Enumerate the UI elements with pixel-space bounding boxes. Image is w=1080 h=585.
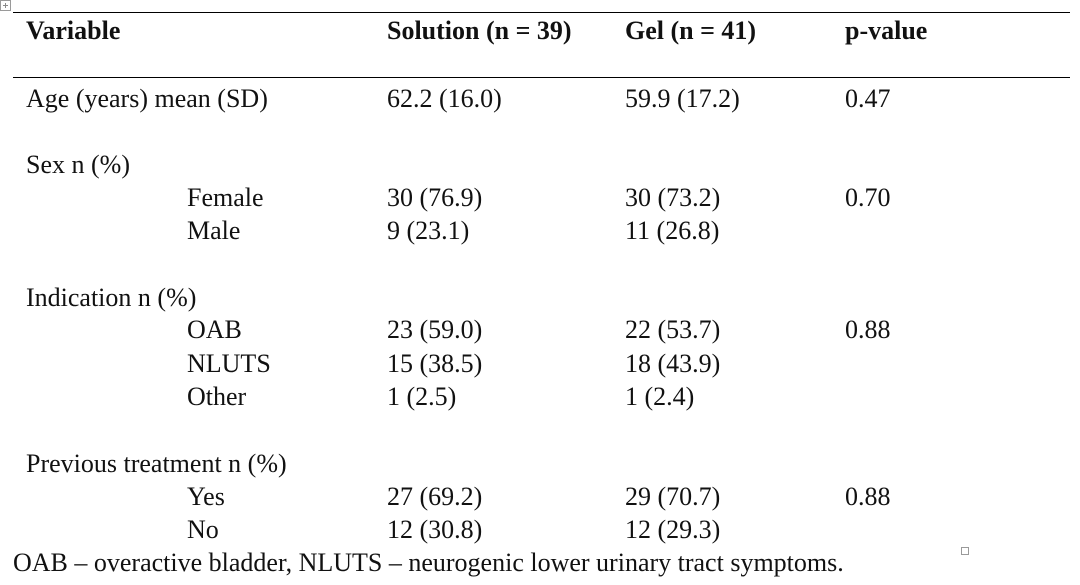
table-resize-handle-icon[interactable]	[961, 547, 969, 555]
sex-pvalue: 0.70	[845, 183, 891, 212]
sex-label: Sex n (%)	[26, 150, 130, 179]
header-solution: Solution (n = 39)	[387, 16, 572, 45]
previous-treatment-label: Previous treatment n (%)	[26, 449, 287, 478]
indication-nluts-label: NLUTS	[187, 349, 271, 378]
header-gel: Gel (n = 41)	[625, 16, 757, 45]
indication-other-solution: 1 (2.5)	[387, 382, 457, 411]
table-header-rule	[13, 77, 1070, 78]
table-top-rule	[13, 12, 1070, 13]
previous-treatment-yes-gel: 29 (70.7)	[625, 482, 721, 511]
sex-female-solution: 30 (76.9)	[387, 183, 483, 212]
indication-other-label: Other	[187, 382, 247, 411]
indication-oab-solution: 23 (59.0)	[387, 315, 483, 344]
previous-treatment-no-gel: 12 (29.3)	[625, 515, 721, 544]
sex-female-gel: 30 (73.2)	[625, 183, 721, 212]
indication-nluts-solution: 15 (38.5)	[387, 349, 483, 378]
indication-other-gel: 1 (2.4)	[625, 382, 695, 411]
age-gel: 59.9 (17.2)	[625, 84, 740, 113]
header-pvalue: p-value	[845, 16, 928, 45]
header-variable: Variable	[26, 16, 121, 45]
indication-label: Indication n (%)	[26, 283, 197, 312]
table-footnote: OAB – overactive bladder, NLUTS – neurog…	[13, 548, 844, 577]
age-label: Age (years) mean (SD)	[26, 84, 268, 113]
indication-pvalue: 0.88	[845, 315, 891, 344]
previous-treatment-no-label: No	[187, 515, 219, 544]
sex-male-label: Male	[187, 216, 241, 245]
previous-treatment-yes-solution: 27 (69.2)	[387, 482, 483, 511]
previous-treatment-yes-label: Yes	[187, 482, 225, 511]
indication-oab-label: OAB	[187, 315, 242, 344]
indication-oab-gel: 22 (53.7)	[625, 315, 721, 344]
previous-treatment-pvalue: 0.88	[845, 482, 891, 511]
age-pvalue: 0.47	[845, 84, 891, 113]
age-solution: 62.2 (16.0)	[387, 84, 502, 113]
sex-female-label: Female	[187, 183, 264, 212]
table-move-handle-icon[interactable]	[0, 0, 11, 11]
sex-male-gel: 11 (26.8)	[625, 216, 720, 245]
indication-nluts-gel: 18 (43.9)	[625, 349, 721, 378]
sex-male-solution: 9 (23.1)	[387, 216, 470, 245]
previous-treatment-no-solution: 12 (30.8)	[387, 515, 483, 544]
